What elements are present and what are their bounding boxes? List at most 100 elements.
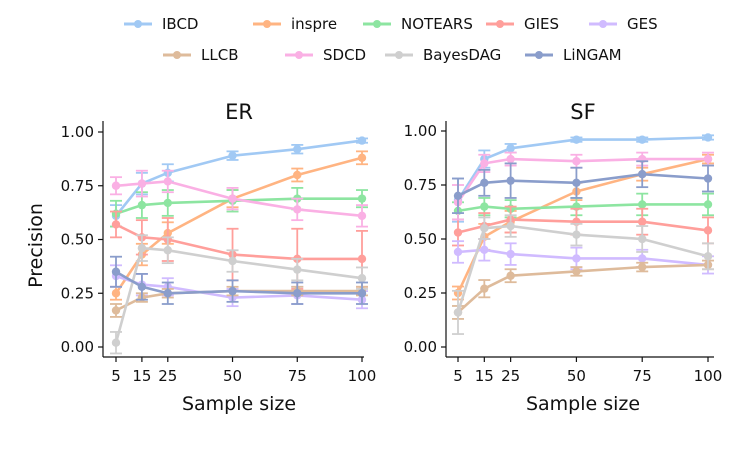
data-point-inspre (293, 170, 302, 180)
data-point-llcb (638, 262, 647, 272)
panel-title: SF (570, 100, 595, 124)
data-point-bayesdag (163, 246, 172, 255)
legend-marker-bayesdag (395, 51, 403, 59)
data-point-gies (453, 228, 463, 237)
series-llcb (452, 259, 714, 320)
series-line-bayesdag (114, 246, 363, 344)
data-point-ges (480, 245, 489, 254)
data-point-sdcd (480, 159, 489, 168)
y-tick-label: 0.75 (61, 177, 94, 195)
data-point-bayesdag (137, 243, 147, 253)
legend-marker-gies (496, 20, 504, 28)
data-point-bayesdag (357, 274, 367, 283)
legend-label-gies: GIES (524, 15, 559, 33)
series-gies (452, 205, 714, 247)
data-point-sdcd (703, 154, 713, 164)
data-point-sdcd (572, 157, 581, 166)
legend-label-inspre: inspre (291, 15, 337, 33)
legend-label-notears: NOTEARS (401, 15, 473, 33)
data-point-notears (480, 202, 489, 211)
data-point-lingam (137, 282, 147, 291)
data-point-bayesdag (572, 230, 581, 239)
legend-marker-llcb (173, 51, 181, 59)
x-axis-title: Sample size (526, 393, 640, 415)
series-line-notears (457, 203, 708, 213)
series-ges (452, 238, 714, 275)
y-tick-label: 0.25 (61, 284, 94, 302)
data-point-ges (638, 254, 647, 263)
legend-item-llcb: LLCB (163, 46, 238, 64)
series-line-gies (457, 218, 709, 234)
series-sdcd (110, 169, 368, 228)
data-point-sdcd (357, 211, 367, 221)
legend-marker-ges (599, 20, 607, 28)
data-point-bayesdag (293, 265, 302, 274)
data-point-lingam (453, 191, 463, 200)
legend-marker-sdcd (295, 51, 303, 59)
x-tick-label: 50 (567, 367, 586, 385)
series-line-sdcd (115, 180, 363, 218)
data-point-lingam (293, 289, 302, 298)
data-point-ibcd (357, 136, 367, 145)
legend-item-notears: NOTEARS (363, 15, 473, 33)
data-point-llcb (506, 271, 515, 280)
series-layer (110, 136, 368, 355)
data-point-sdcd (228, 194, 237, 203)
series-line-ibcd (114, 139, 363, 217)
series-lingam (110, 255, 368, 305)
legend-label-ibcd: IBCD (162, 15, 198, 33)
data-point-lingam (572, 178, 581, 188)
data-point-lingam (357, 289, 367, 298)
data-point-lingam (228, 286, 237, 296)
data-point-ibcd (572, 135, 581, 144)
x-tick-label: 25 (158, 367, 177, 385)
legend-label-lingam: LiNGAM (563, 46, 622, 64)
legend-item-sdcd: SDCD (285, 46, 366, 64)
y-tick-label: 0.50 (61, 231, 94, 249)
data-point-bayesdag (703, 252, 713, 261)
x-tick-label: 100 (348, 367, 377, 385)
legend-item-ges: GES (589, 15, 658, 33)
series-line-ges (457, 248, 709, 267)
data-point-lingam (506, 176, 515, 185)
y-tick-label: 0.50 (404, 230, 437, 248)
x-tick-label: 50 (223, 367, 242, 385)
legend-item-ibcd: IBCD (124, 15, 198, 33)
series-line-notears (115, 197, 362, 215)
data-point-ges (506, 249, 515, 259)
data-point-inspre (357, 153, 367, 162)
data-point-gies (111, 220, 121, 229)
y-tick-label: 1.00 (404, 122, 437, 140)
data-point-sdcd (137, 179, 147, 188)
x-tick-label: 5 (453, 367, 463, 385)
legend-marker-notears (373, 20, 381, 28)
legend-label-llcb: LLCB (201, 46, 238, 64)
series-line-bayesdag (456, 224, 709, 313)
x-tick-label: 15 (475, 367, 494, 385)
data-point-gies (703, 226, 713, 235)
data-point-sdcd (163, 177, 172, 186)
data-point-ibcd (703, 133, 713, 142)
legend-item-bayesdag: BayesDAG (385, 46, 501, 64)
series-sdcd (452, 151, 714, 221)
data-point-sdcd (111, 181, 121, 190)
data-point-ges (453, 247, 463, 257)
data-point-notears (137, 200, 147, 210)
data-point-sdcd (506, 154, 515, 164)
series-inspre (110, 150, 368, 301)
data-point-ibcd (293, 145, 302, 154)
data-point-llcb (480, 284, 489, 293)
legend-item-gies: GIES (486, 15, 559, 33)
legend-item-inspre: inspre (253, 15, 337, 33)
data-point-bayesdag (453, 308, 463, 317)
series-ges (110, 264, 368, 310)
x-tick-label: 75 (288, 367, 307, 385)
data-point-llcb (572, 267, 581, 276)
data-point-bayesdag (228, 256, 237, 266)
panel-er: ER 0.00 0.25 0.50 0.75 1.00 5 15 25 50 75 100 Sample… (25, 100, 376, 415)
series-notears (110, 186, 368, 228)
series-line-gies (115, 223, 362, 261)
x-tick-label: 75 (633, 367, 652, 385)
x-tick-label: 25 (501, 367, 520, 385)
x-axis-title: Sample size (182, 393, 296, 415)
